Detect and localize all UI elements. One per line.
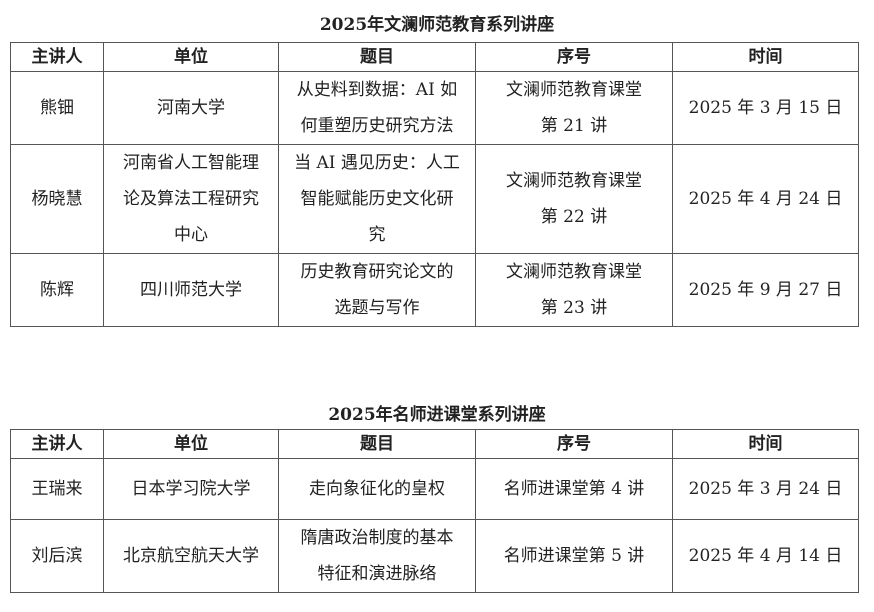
- table-row: 陈辉 四川师范大学 历史教育研究论文的 选题与写作 文澜师范教育课堂 第 23 …: [10, 253, 859, 327]
- speaker-cell: 王瑞来: [10, 458, 104, 520]
- table1-title: 2025年文澜师范教育系列讲座: [319, 15, 555, 35]
- speaker-cell: 刘后滨: [10, 519, 104, 593]
- topic-cell: 历史教育研究论文的 选题与写作: [278, 253, 476, 327]
- date-cell: 2025 年 4 月 14 日: [672, 519, 859, 593]
- header-number: 序号: [475, 42, 673, 72]
- topic-cell: 从史料到数据：AI 如 何重塑历史研究方法: [278, 71, 476, 145]
- topic-cell: 当 AI 遇见历史：人工 智能赋能历史文化研 究: [278, 144, 476, 254]
- header-unit: 单位: [103, 429, 279, 459]
- number-cell: 名师进课堂第 5 讲: [475, 519, 673, 593]
- number-cell: 文澜师范教育课堂 第 23 讲: [475, 253, 673, 327]
- number-cell: 文澜师范教育课堂 第 22 讲: [475, 144, 673, 254]
- unit-cell: 北京航空航天大学: [103, 519, 279, 593]
- table-header-row: 主讲人 单位 题目 序号 时间: [10, 42, 859, 72]
- table2-title: 2025年名师进课堂系列讲座: [328, 405, 546, 425]
- speaker-cell: 熊钿: [10, 71, 104, 145]
- header-topic: 题目: [278, 42, 476, 72]
- number-cell: 文澜师范教育课堂 第 21 讲: [475, 71, 673, 145]
- speaker-cell: 杨晓慧: [10, 144, 104, 254]
- table-wenlan-lectures: 主讲人 单位 题目 序号 时间 熊钿 河南大学 从史料到数据：AI 如 何重塑历…: [10, 42, 859, 327]
- date-cell: 2025 年 3 月 24 日: [672, 458, 859, 520]
- header-date: 时间: [672, 42, 859, 72]
- header-speaker: 主讲人: [10, 429, 104, 459]
- date-cell: 2025 年 9 月 27 日: [672, 253, 859, 327]
- topic-cell: 隋唐政治制度的基本 特征和演进脉络: [278, 519, 476, 593]
- unit-cell: 日本学习院大学: [103, 458, 279, 520]
- header-speaker: 主讲人: [10, 42, 104, 72]
- unit-cell: 河南大学: [103, 71, 279, 145]
- header-topic: 题目: [278, 429, 476, 459]
- number-cell: 名师进课堂第 4 讲: [475, 458, 673, 520]
- header-number: 序号: [475, 429, 673, 459]
- header-date: 时间: [672, 429, 859, 459]
- header-unit: 单位: [103, 42, 279, 72]
- topic-cell: 走向象征化的皇权: [278, 458, 476, 520]
- table-row: 杨晓慧 河南省人工智能理 论及算法工程研究 中心 当 AI 遇见历史：人工 智能…: [10, 144, 859, 254]
- table-row: 刘后滨 北京航空航天大学 隋唐政治制度的基本 特征和演进脉络 名师进课堂第 5 …: [10, 519, 859, 593]
- table-famous-teacher-lectures: 主讲人 单位 题目 序号 时间 王瑞来 日本学习院大学 走向象征化的皇权 名师进…: [10, 429, 859, 593]
- date-cell: 2025 年 3 月 15 日: [672, 71, 859, 145]
- unit-cell: 河南省人工智能理 论及算法工程研究 中心: [103, 144, 279, 254]
- unit-cell: 四川师范大学: [103, 253, 279, 327]
- table-row: 王瑞来 日本学习院大学 走向象征化的皇权 名师进课堂第 4 讲 2025 年 3…: [10, 458, 859, 520]
- table-header-row: 主讲人 单位 题目 序号 时间: [10, 429, 859, 459]
- speaker-cell: 陈辉: [10, 253, 104, 327]
- table-row: 熊钿 河南大学 从史料到数据：AI 如 何重塑历史研究方法 文澜师范教育课堂 第…: [10, 71, 859, 145]
- date-cell: 2025 年 4 月 24 日: [672, 144, 859, 254]
